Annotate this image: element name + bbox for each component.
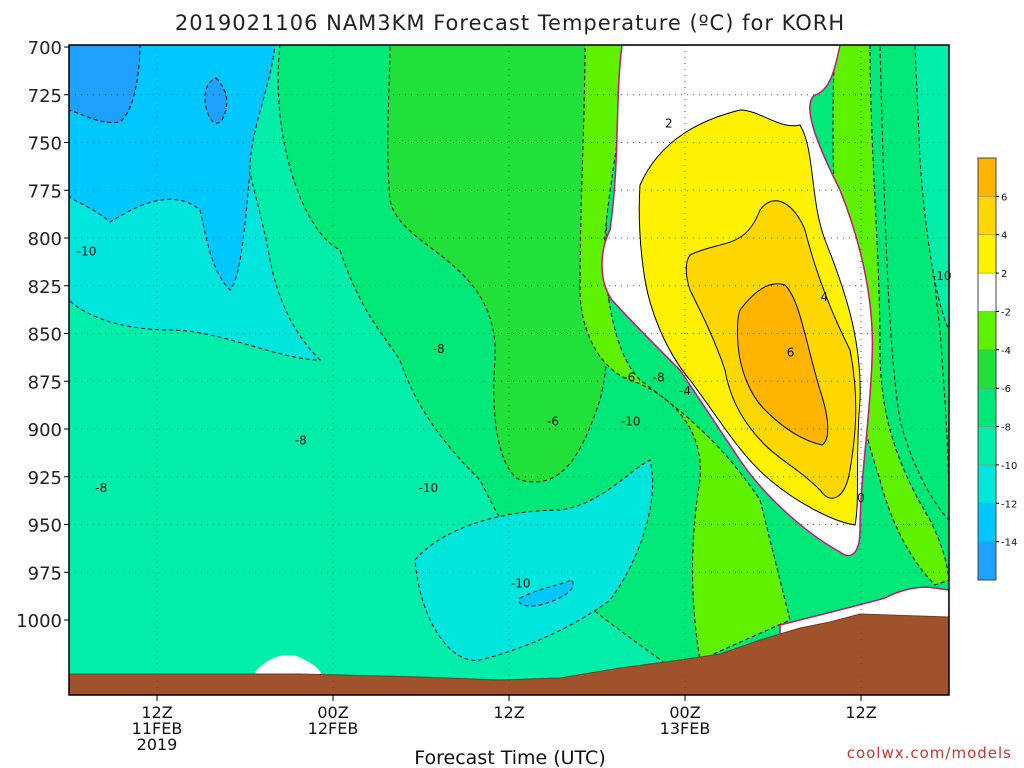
y-tick-label: 975	[28, 563, 62, 584]
y-tick-label: 1000	[16, 611, 62, 632]
temp-fill-plus6-band	[736, 283, 829, 446]
y-tick-label: 825	[28, 277, 62, 298]
terrain-ground	[69, 613, 949, 695]
colorbar-bin	[977, 464, 997, 504]
colorbar-bin	[977, 503, 997, 542]
contour-label: 6	[787, 346, 795, 360]
colorbar: -14 -12 -10 -8 -6 -4 -2 2 4 6	[977, 157, 1017, 581]
plot-area	[69, 45, 949, 695]
y-tick-label: 800	[28, 229, 62, 250]
colorbar-bin	[977, 157, 997, 197]
colorbar-tick-label: 4	[1001, 231, 1007, 242]
y-tick-label: 725	[28, 86, 62, 107]
x-tick-label: 12Z	[845, 703, 876, 722]
colorbar-bin	[977, 349, 997, 389]
x-tick-label: 2019	[137, 735, 178, 754]
contour-label: -4	[679, 384, 691, 398]
contour-label: -8	[95, 481, 107, 495]
temp-fill-right-minus10	[914, 45, 949, 331]
colorbar-bin	[977, 196, 997, 235]
colorbar-tick-label: 2	[1001, 269, 1007, 280]
colorbar-bin	[977, 541, 997, 581]
contour-label: 0	[857, 491, 865, 505]
colorbar-bin	[977, 426, 997, 466]
colorbar-bin	[977, 234, 997, 274]
colorbar-tick-label: -8	[1001, 423, 1011, 434]
colorbar-tick-label: -6	[1001, 384, 1011, 395]
contour-label: -8	[295, 433, 307, 447]
x-tick-label: 12FEB	[308, 719, 359, 738]
contour-label: 4	[821, 290, 829, 304]
y-tick-label: 875	[28, 372, 62, 393]
chart-title: 2019021106 NAM3KM Forecast Temperature (…	[175, 11, 845, 35]
x-tick-label: 12Z	[141, 703, 172, 722]
colorbar-tick-label: -12	[1001, 499, 1017, 510]
x-tick-label: 11FEB	[132, 719, 183, 738]
contour-label: 2	[665, 116, 673, 130]
colorbar-bin	[977, 387, 997, 427]
y-tick-label: 750	[28, 134, 62, 155]
y-axis: 700 725 750 775 800 825 850 875 900 925 950 975 1000	[16, 38, 69, 632]
temp-fill-lower-minus12	[518, 579, 574, 607]
colorbar-bin	[977, 272, 997, 312]
y-tick-label: 700	[28, 38, 62, 59]
contour-label: -10	[77, 244, 97, 258]
y-tick-label: 850	[28, 325, 62, 346]
colorbar-bin	[977, 311, 997, 351]
colorbar-tick-label: -14	[1001, 538, 1017, 549]
colorbar-tick-label: -2	[1001, 307, 1011, 318]
contour-label: -6	[623, 370, 635, 384]
grid-lines	[69, 45, 949, 695]
x-tick-label: 00Z	[317, 703, 348, 722]
x-tick-label: 13FEB	[660, 719, 711, 738]
x-axis-label: Forecast Time (UTC)	[414, 747, 605, 768]
contour-label: -8	[653, 370, 665, 384]
contour-label: -10	[511, 577, 531, 591]
contour-label: -6	[547, 414, 559, 428]
contour-label: -10	[932, 269, 952, 283]
contour-labels: -10 -8 -8 -8 -10 -10 -6 -10 -6 -8 -4 2 4 6 0 -10	[77, 116, 952, 591]
y-tick-label: 775	[28, 181, 62, 202]
temp-fill-minus14-band	[69, 45, 141, 124]
credit-text: coolwx.com/models	[847, 744, 1012, 762]
colorbar-tick-label: -4	[1001, 346, 1011, 357]
y-tick-label: 900	[28, 420, 62, 441]
y-tick-label: 925	[28, 468, 62, 489]
contour-label: -8	[433, 342, 445, 356]
temp-fill-lower-minus10	[414, 459, 654, 661]
colorbar-tick-label: 6	[1001, 192, 1007, 203]
x-tick-label: 00Z	[669, 703, 700, 722]
colorbar-frame	[977, 157, 997, 581]
y-tick-label: 950	[28, 516, 62, 537]
contour-label: -10	[419, 481, 439, 495]
colorbar-tick-label: -10	[1001, 461, 1017, 472]
contour-label: -10	[621, 414, 641, 428]
temp-fill-cold-pocket	[204, 77, 228, 124]
x-tick-label: 12Z	[493, 703, 524, 722]
